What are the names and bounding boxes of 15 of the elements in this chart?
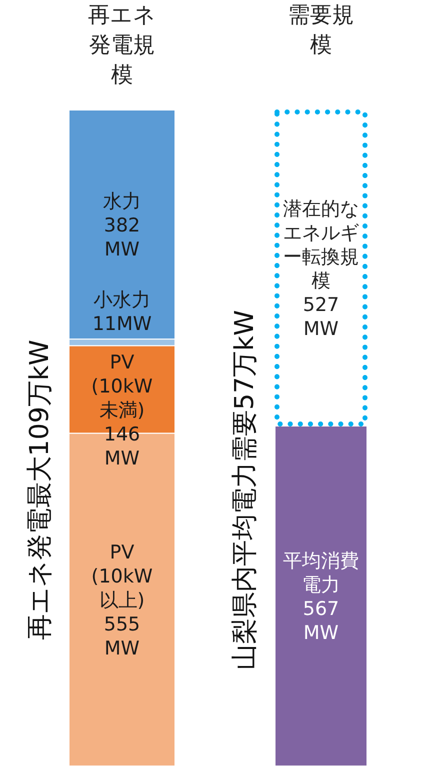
annotation: 山梨県内平均電力需要57万kW (230, 310, 260, 670)
data-label: 555 MW (104, 614, 140, 660)
series-label: 潜在的なエネルギー転換規模 (283, 198, 359, 292)
data-label: 382 MW (104, 214, 140, 261)
series-label: 平均消費電力 (283, 550, 359, 596)
data-label: 11MW (92, 313, 152, 336)
series-label: PV (10kW以上) (91, 542, 153, 612)
data-label: 567 MW (302, 598, 340, 644)
data-label: 527 MW (302, 294, 340, 340)
series-label: PV (10kW未満) (91, 352, 153, 422)
series-label: 小水力 (94, 289, 150, 312)
x-tick-label: 需要規模 (288, 3, 354, 58)
x-tick-label: 再エネ発電規模 (88, 3, 156, 88)
annotation: 再エネ発電最大109万kW (25, 340, 55, 640)
series-label: 水力 (103, 190, 141, 213)
